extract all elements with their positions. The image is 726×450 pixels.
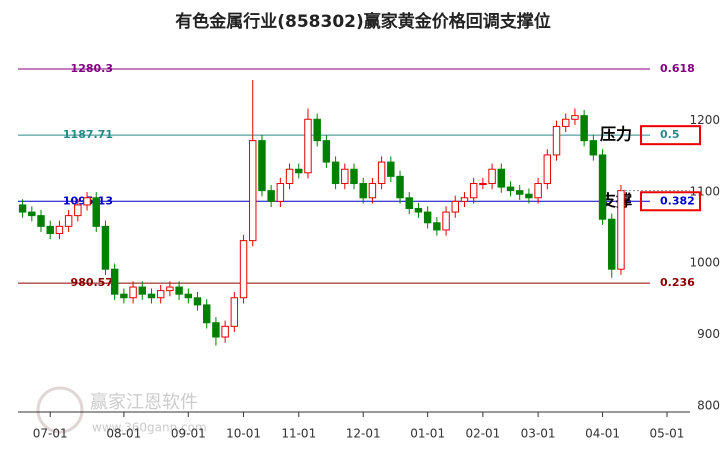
candle-body: [267, 190, 275, 202]
candle-body: [515, 190, 524, 195]
candle-body: [442, 211, 450, 231]
candle-body: [580, 115, 588, 142]
candle-body: [18, 204, 27, 213]
level-price: 1280.3: [71, 62, 113, 75]
candle-body: [460, 197, 469, 202]
candle-body: [488, 168, 496, 185]
watermark-logo: [36, 386, 84, 434]
level-ratio: 0.236: [660, 276, 695, 289]
x-tick-label: 11-01: [281, 427, 316, 441]
candle-body: [138, 286, 146, 295]
x-tick-label: 05-01: [650, 427, 685, 441]
candle-body: [101, 225, 110, 270]
candle-body: [525, 193, 533, 199]
level-annotation: 压力: [600, 125, 632, 144]
candle-body: [37, 215, 45, 227]
candle-body: [562, 118, 570, 127]
x-tick-label: 08-01: [106, 427, 141, 441]
candle-body: [387, 161, 395, 177]
level-price: 1187.71: [63, 128, 113, 141]
candle-body: [156, 290, 165, 299]
y-tick-label: 900: [697, 327, 720, 341]
candle-body: [506, 186, 515, 192]
level-box: [640, 125, 701, 146]
candle-body: [377, 161, 386, 185]
candle-body: [543, 154, 552, 185]
x-tick-label: 01-01: [410, 427, 445, 441]
candle-body: [552, 125, 561, 156]
x-tick-label: 04-01: [585, 427, 620, 441]
candle-body: [28, 211, 36, 217]
candle-body: [479, 183, 487, 186]
candle-body: [451, 200, 459, 213]
candle-body: [46, 225, 54, 234]
candle-body: [147, 293, 156, 299]
candle-body: [92, 197, 100, 227]
candle-body: [405, 197, 413, 209]
candle-body: [469, 183, 478, 199]
candle-body: [322, 140, 331, 163]
candle-body: [414, 207, 423, 213]
candle-body: [166, 286, 174, 292]
candle-body: [175, 286, 183, 295]
candle-body: [249, 140, 257, 242]
candle-body: [617, 190, 625, 270]
watermark: 赢家江恩软件: [90, 391, 198, 413]
x-tick-label: 10-01: [226, 427, 261, 441]
candle-body: [571, 115, 579, 120]
candle-body: [497, 168, 506, 188]
candle-body: [230, 297, 239, 327]
candle-body: [212, 322, 220, 338]
candle-body: [110, 268, 119, 295]
candle-body: [368, 183, 377, 199]
candle-body: [221, 325, 229, 338]
candle-body: [83, 197, 91, 206]
candle-body: [184, 293, 193, 299]
candle-body: [193, 297, 202, 306]
watermark: www.360gann.com: [92, 421, 207, 435]
candle-body: [64, 215, 73, 227]
candle-body: [589, 140, 598, 156]
level-ratio: 0.618: [660, 62, 695, 75]
candle-body: [598, 154, 607, 220]
candle-body: [304, 118, 312, 174]
candle-body: [396, 175, 404, 199]
candle-body: [433, 222, 441, 231]
level-price: 980.57: [71, 276, 113, 289]
y-tick-label: 800: [697, 399, 720, 413]
y-tick-label: 1000: [689, 256, 720, 270]
x-tick-label: 07-01: [33, 427, 68, 441]
candle-body: [55, 225, 64, 234]
candle-body: [608, 218, 616, 270]
y-tick-label: 1100: [689, 184, 720, 198]
candle-body: [341, 168, 349, 185]
candle-body: [295, 168, 303, 174]
level-ratio: 0.5: [660, 128, 680, 141]
candle-body: [359, 183, 367, 199]
x-tick-label: 02-01: [465, 427, 500, 441]
x-tick-label: 03-01: [521, 427, 556, 441]
candle-body: [74, 204, 82, 217]
candle-body: [202, 304, 211, 324]
candle-body: [120, 293, 128, 299]
candle-body: [129, 286, 137, 299]
candle-body: [285, 168, 294, 185]
candle-body: [313, 118, 321, 142]
x-tick-label: 12-01: [346, 427, 381, 441]
candle-body: [276, 183, 285, 202]
candle-body: [423, 211, 432, 224]
x-tick-label: 09-01: [171, 427, 206, 441]
candle-body: [239, 240, 248, 299]
candle-body: [258, 140, 266, 192]
candle-body: [331, 161, 340, 185]
level-box: [640, 191, 701, 212]
candle-body: [350, 168, 358, 185]
y-tick-label: 1200: [689, 113, 720, 127]
candle-body: [534, 183, 542, 199]
level-ratio: 0.382: [660, 194, 695, 207]
chart-title: 有色金属行业(858302)赢家黄金价格回调支撑位: [175, 11, 551, 32]
